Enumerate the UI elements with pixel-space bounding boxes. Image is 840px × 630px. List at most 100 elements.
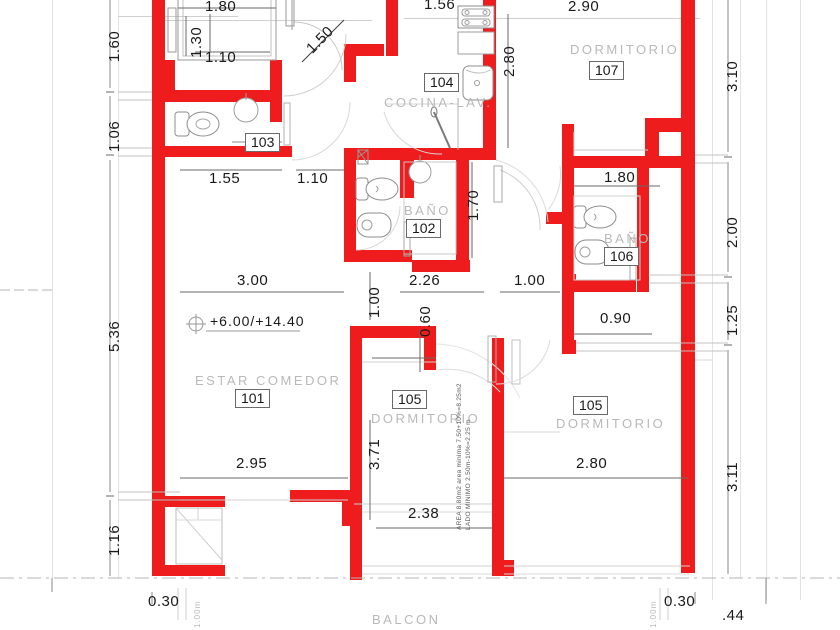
dimension-2-38: 2.38 xyxy=(408,505,440,522)
wall-segment xyxy=(681,0,695,118)
wall-segment xyxy=(456,160,469,272)
wall-segment xyxy=(637,280,649,292)
dimension-right-1: 3.10 xyxy=(724,60,741,92)
dimension-2-26: 2.26 xyxy=(409,272,441,289)
wall-segment xyxy=(165,565,225,576)
room-tag-106[interactable]: 106 xyxy=(604,247,640,266)
dimension-far-right: .44 xyxy=(722,607,745,624)
dimension-2-95: 2.95 xyxy=(236,455,268,472)
wall-segment xyxy=(386,0,398,56)
room-tag-105b[interactable]: 105 xyxy=(573,396,609,415)
area-note-line-2: LADO MINIMO 2.50m-10%=2.25 m xyxy=(465,419,472,530)
level-marker: +6.00/+14.40 xyxy=(210,313,305,329)
wall-segment xyxy=(424,326,436,370)
plan-title-balcon: BALCON xyxy=(372,612,441,627)
room-name-cocina: COCINA-LAV. xyxy=(384,95,493,110)
dimension-1-00-vertical: 1.00 xyxy=(366,286,383,318)
dimension-bottom-right-offset: 0.30 xyxy=(664,593,696,610)
extension-line xyxy=(404,18,544,19)
wall-segment xyxy=(574,280,636,292)
room-tag-105a[interactable]: 105 xyxy=(392,390,428,409)
dimension-1-50-diagonal: 1.50 xyxy=(303,22,338,58)
wall-segment xyxy=(152,496,165,576)
wall-segment xyxy=(645,118,659,163)
grid-line xyxy=(766,0,767,600)
wall-segment xyxy=(344,160,356,260)
dimension-2-80-right: 2.80 xyxy=(576,455,608,472)
dimension-left-3: 5.36 xyxy=(106,320,123,352)
wall-segment xyxy=(562,168,574,220)
room-name-estar-comedor: ESTAR COMEDOR xyxy=(195,373,342,388)
dimension-1-80-mid: 1.80 xyxy=(604,169,636,186)
wall-segment xyxy=(270,60,282,102)
dimension-right-4: 3.11 xyxy=(724,461,741,492)
dimension-left-1: 1.60 xyxy=(106,30,123,62)
wall-segment xyxy=(152,0,165,90)
wall-segment xyxy=(562,340,576,354)
wall-segment xyxy=(398,250,412,262)
wall-segment xyxy=(492,560,514,576)
room-tag-101[interactable]: 101 xyxy=(235,389,271,408)
room-name-dormitorio-105b: DORMITORIO xyxy=(556,416,666,431)
wall-segment xyxy=(400,148,414,198)
dimension-top-3: 2.90 xyxy=(568,0,600,15)
wall-segment xyxy=(562,124,574,164)
dimension-1-70: 1.70 xyxy=(465,189,482,221)
balcony-depth-left: 1.00m xyxy=(193,600,202,628)
wall-segment xyxy=(350,326,362,521)
dimension-3-00: 3.00 xyxy=(237,272,269,289)
dimension-1-10-mid: 1.10 xyxy=(297,170,329,187)
wall-segment xyxy=(152,146,292,157)
wall-segment xyxy=(152,90,282,102)
room-name-bano-102: BAÑO xyxy=(404,203,451,218)
room-name-dormitorio-107: DORMITORIO xyxy=(570,42,680,57)
dimension-1-30: 1.30 xyxy=(188,26,205,58)
grid-line xyxy=(740,0,741,578)
room-tag-103[interactable]: 103 xyxy=(245,133,281,152)
extension-line xyxy=(152,20,372,21)
dimension-1-55: 1.55 xyxy=(209,170,241,187)
grid-line xyxy=(712,0,713,600)
wall-segment xyxy=(546,212,564,224)
dimension-right-2: 2.00 xyxy=(724,216,741,248)
wall-segment xyxy=(412,260,470,272)
wall-segment xyxy=(282,146,292,157)
dimension-2-80: 2.80 xyxy=(501,45,518,77)
wall-segment xyxy=(290,490,354,502)
dimension-0-60: 0.60 xyxy=(417,305,434,337)
wall-segment xyxy=(483,0,496,160)
wall-segment xyxy=(344,250,406,262)
room-tag-107[interactable]: 107 xyxy=(589,61,625,80)
dimension-left-2: 1.06 xyxy=(106,120,123,152)
wall-segment xyxy=(165,60,175,90)
wall-segment xyxy=(152,156,165,496)
dimension-0-90: 0.90 xyxy=(600,310,632,327)
wall-segment xyxy=(562,156,686,168)
wall-segment xyxy=(414,148,484,160)
room-tag-102[interactable]: 102 xyxy=(406,219,442,238)
dimension-1-00-right: 1.00 xyxy=(514,272,546,289)
dimension-bottom-left-offset: 0.30 xyxy=(148,593,180,610)
dimension-left-4: 1.16 xyxy=(106,524,123,556)
grid-line xyxy=(52,0,53,578)
dimension-top-1: 1.80 xyxy=(205,0,237,15)
wall-segment xyxy=(637,168,649,292)
wall-segment xyxy=(152,90,165,156)
room-tag-104[interactable]: 104 xyxy=(424,73,460,92)
dimension-3-71: 3.71 xyxy=(366,438,383,470)
extension-line xyxy=(540,18,700,19)
wall-segment xyxy=(344,44,356,82)
wall-segment xyxy=(350,326,436,338)
balcony-depth-right: 1.00m xyxy=(649,600,658,628)
extension-line xyxy=(118,16,238,17)
room-name-dormitorio-105a: DORMITORIO xyxy=(371,411,481,426)
grid-line xyxy=(800,0,801,600)
wall-segment xyxy=(681,118,695,573)
dimension-right-3: 1.25 xyxy=(724,304,741,336)
wall-segment xyxy=(562,274,576,286)
wall-segment xyxy=(492,338,504,573)
wall-segment xyxy=(270,102,282,122)
wall-segment xyxy=(342,490,354,526)
area-note-line-1: AREA 8.80m2 area minima 7.50+10%=8.25m2 xyxy=(456,383,463,530)
